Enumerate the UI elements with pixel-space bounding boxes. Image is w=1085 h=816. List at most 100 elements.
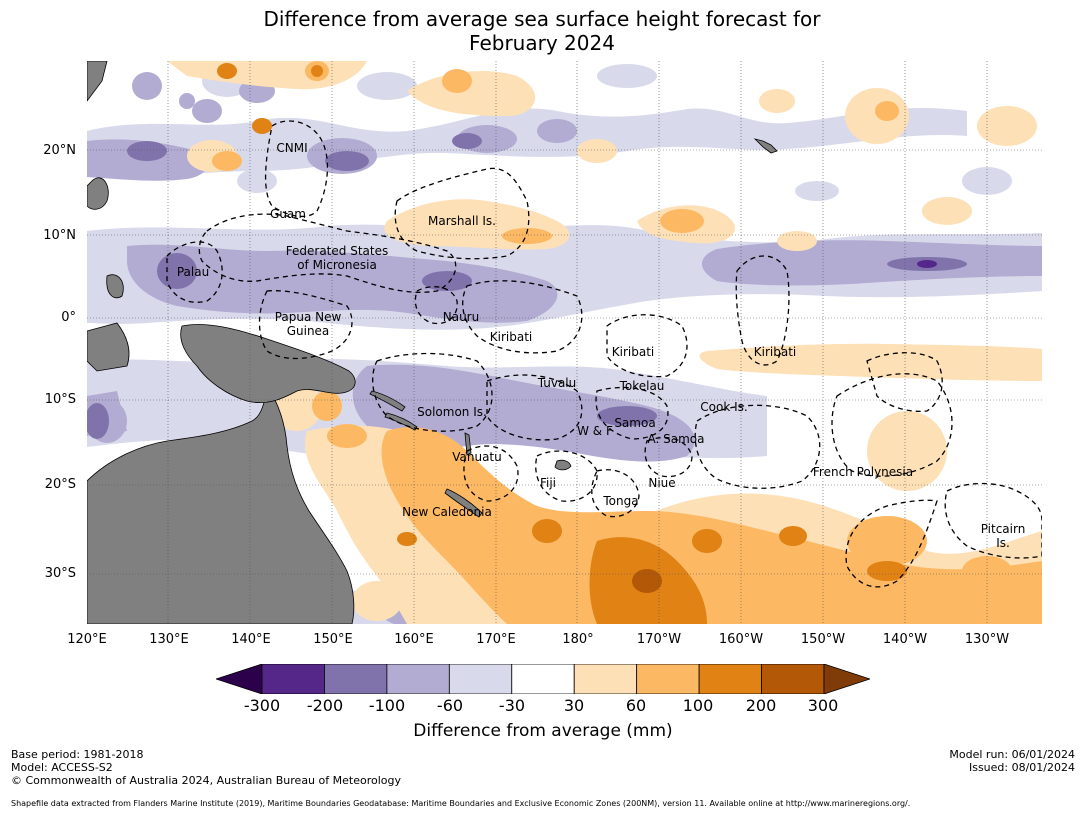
anomaly-layer-p200	[632, 569, 662, 593]
map-canvas: CNMI Guam Marshall Is. Federated States of M…	[87, 61, 1042, 624]
place-label-line: Samoa	[614, 416, 655, 430]
place-label-line: Palau	[177, 265, 209, 279]
eez-boundaries	[166, 120, 1042, 588]
lon-label-140e: 140°E	[231, 632, 271, 647]
colorbar-tick-p100: 100	[682, 696, 714, 715]
model-run: Model run: 06/01/2024	[949, 748, 1075, 761]
place-label-line: Nauru	[443, 310, 479, 324]
place-label-line: Is.	[996, 536, 1010, 550]
lon-label-150e: 150°E	[313, 632, 353, 647]
colorbar-tick-p300: 300	[807, 696, 839, 715]
place-label-line: Kiribati	[754, 345, 796, 359]
colorbar-tick-m200: -200	[306, 696, 344, 715]
place-label: Marshall Is.	[428, 214, 496, 228]
lat-label-30s: 30°S	[44, 566, 76, 581]
source-credit: Shapefile data extracted from Flanders M…	[11, 799, 911, 808]
lon-label-150w: 150°W	[800, 632, 846, 647]
place-label-line: French Polynesia	[813, 465, 913, 479]
place-label-line: Papua New	[275, 310, 342, 324]
colorbar-bin	[636, 663, 700, 695]
place-label-line: Federated States	[286, 244, 388, 258]
colorbar-extend-high	[823, 663, 872, 695]
copyright: © Commonwealth of Australia 2024, Austra…	[11, 774, 401, 787]
colorbar-bin	[448, 663, 513, 695]
lon-label-140w: 140°W	[882, 632, 928, 647]
lat-label-20s: 20°S	[44, 477, 76, 492]
issued-date: Issued: 08/01/2024	[968, 761, 1075, 774]
place-label: A. Samoa	[648, 432, 705, 446]
place-label: Guam	[270, 207, 306, 221]
colorbar-tick-p60: 60	[625, 696, 647, 715]
map-panel: CNMI Guam Marshall Is. Federated States of M…	[87, 61, 1042, 624]
place-label-line: Guam	[270, 207, 306, 221]
place-label: Samoa	[614, 416, 655, 430]
place-label: Fiji	[540, 476, 556, 490]
place-label: New Caledonia	[402, 505, 492, 519]
place-label: Tokelau	[619, 379, 665, 393]
place-label: Tonga	[602, 494, 638, 508]
place-label-line: Tokelau	[619, 379, 665, 393]
base-period: Base period: 1981-2018	[11, 748, 144, 761]
colorbar-bin	[324, 663, 388, 695]
place-label-line: Marshall Is.	[428, 214, 496, 228]
place-label-line: Kiribati	[490, 330, 532, 344]
lon-label-130w: 130°W	[964, 632, 1010, 647]
lat-label-0: 0°	[61, 310, 76, 325]
colorbar	[214, 663, 872, 695]
colorbar-bin	[511, 663, 575, 695]
colorbar-bin	[698, 663, 762, 695]
place-label-line: Cook Is.	[700, 400, 747, 414]
place-label: Nauru	[443, 310, 479, 324]
title-line-1: Difference from average sea surface heig…	[263, 7, 821, 31]
place-label: Solomon Is.	[417, 405, 487, 419]
lon-label-120e: 120°E	[67, 632, 107, 647]
place-label-line: Niue	[648, 476, 675, 490]
place-label-line: Vanuatu	[452, 450, 502, 464]
place-label: Papua New Guinea	[275, 310, 342, 338]
colorbar-tick-m30: -30	[498, 696, 526, 715]
colorbar-tick-m60: -60	[436, 696, 464, 715]
place-label-line: of Micronesia	[297, 258, 377, 272]
place-labels: CNMI Guam Marshall Is. Federated States of M…	[177, 141, 1025, 550]
colorbar-bin	[386, 663, 450, 695]
place-label-line: Kiribati	[612, 345, 654, 359]
colorbar-tick-m300: -300	[243, 696, 281, 715]
place-label: Cook Is.	[700, 400, 747, 414]
place-label-line: CNMI	[276, 141, 307, 155]
place-label-line: New Caledonia	[402, 505, 492, 519]
colorbar-label: Difference from average (mm)	[413, 721, 673, 741]
place-label-line: Solomon Is.	[417, 405, 487, 419]
place-label-line: Tonga	[602, 494, 638, 508]
colorbar-tick-m100: -100	[368, 696, 406, 715]
lon-label-170w: 170°W	[636, 632, 682, 647]
place-label-line: A. Samoa	[648, 432, 705, 446]
place-label: Federated States of Micronesia	[286, 244, 388, 272]
place-label-line: W & F	[577, 424, 613, 438]
place-label-line: Guinea	[287, 324, 330, 338]
lat-label-10s: 10°S	[44, 392, 76, 407]
colorbar-bin	[573, 663, 638, 695]
place-label: CNMI	[276, 141, 307, 155]
colorbar-tick-p200: 200	[745, 696, 777, 715]
colorbar-bin	[761, 663, 825, 695]
place-label: Kiribati	[612, 345, 654, 359]
lon-label-130e: 130°E	[149, 632, 189, 647]
lon-label-180: 180°	[562, 632, 594, 647]
lon-label-160e: 160°E	[394, 632, 434, 647]
colorbar-bin	[261, 663, 325, 695]
colorbar-tick-p30: 30	[563, 696, 585, 715]
place-label: Vanuatu	[452, 450, 502, 464]
model-name: Model: ACCESS-S2	[11, 761, 113, 774]
graticule	[87, 61, 1042, 624]
lat-label-10n: 10°N	[43, 228, 76, 243]
place-label: Palau	[177, 265, 209, 279]
place-label: Pitcairn Is.	[981, 522, 1026, 550]
land-masses	[87, 61, 778, 624]
colorbar-svg	[214, 663, 872, 695]
place-label-line: Fiji	[540, 476, 556, 490]
place-label-line: Tuvalu	[537, 376, 577, 390]
lat-label-20n: 20°N	[43, 143, 76, 158]
place-label-line: Pitcairn	[981, 522, 1026, 536]
place-label: Niue	[648, 476, 675, 490]
place-label: W & F	[577, 424, 613, 438]
